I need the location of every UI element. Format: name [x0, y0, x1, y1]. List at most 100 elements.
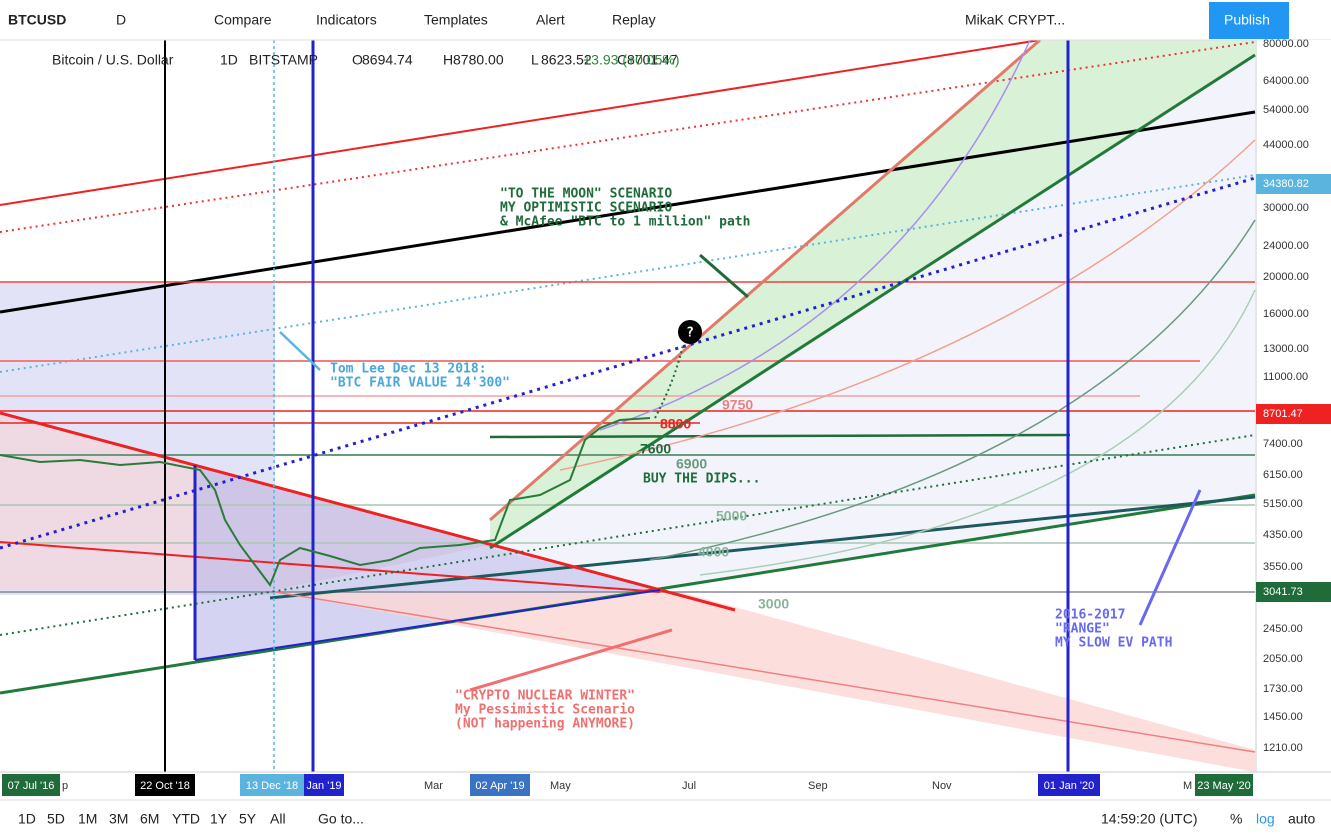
curve — [599, 39, 1031, 431]
trend-line — [0, 110, 1256, 314]
log-toggle[interactable]: log — [1256, 811, 1275, 827]
annotation: MY OPTIMISTIC SCENARIO — [500, 201, 672, 216]
level-label: 9750 — [722, 397, 753, 413]
price-label: 1210.00 — [1263, 742, 1303, 754]
date-badge — [304, 774, 344, 796]
projection — [654, 344, 684, 419]
annotation: ? — [686, 326, 694, 341]
price-label: 13000.00 — [1263, 343, 1309, 355]
level-label: 7600 — [640, 441, 671, 457]
level-label: 3000 — [758, 596, 789, 612]
price-label: 11000.00 — [1263, 371, 1308, 383]
legend-interval: 1D — [220, 52, 238, 68]
price-label: 24000.00 — [1263, 240, 1309, 252]
toolbar-button[interactable]: Alert — [536, 12, 565, 28]
toolbar — [0, 0, 1331, 40]
price-axis-labels: 80000.00 64000.00 54000.00 44000.00 30000.00… — [1256, 38, 1331, 754]
winter-fan — [275, 592, 1255, 772]
toolbar-button[interactable]: Compare — [214, 12, 272, 28]
level-label: 6900 — [676, 456, 707, 472]
arrow — [469, 628, 673, 692]
toolbar-button[interactable]: Indicators — [316, 12, 377, 28]
price-badge-label: 8701.47 — [1263, 408, 1303, 420]
clock: 14:59:20 (UTC) — [1101, 811, 1197, 827]
price-label: 7400.00 — [1263, 438, 1303, 450]
ohlc-value: 8623.52 — [541, 52, 592, 68]
annotation: "BTC FAIR VALUE 14'300" — [330, 376, 510, 391]
range-button[interactable]: 1D — [18, 811, 36, 827]
range-button[interactable]: All — [270, 811, 286, 827]
date-badge — [135, 774, 195, 796]
range-button[interactable]: 1M — [78, 811, 97, 827]
ohlc-value: 8780.00 — [453, 52, 504, 68]
price-badge-label: 34380.82 — [1263, 178, 1309, 190]
triangle-edge — [194, 589, 661, 661]
ohlc-key: O — [352, 52, 363, 68]
trend-line — [0, 541, 661, 593]
price-label: 2050.00 — [1263, 653, 1303, 665]
price-label: 54000.00 — [1263, 104, 1309, 116]
interval[interactable]: D — [116, 12, 126, 28]
symbol[interactable]: BTCUSD — [8, 12, 66, 28]
legend-exchange: BITSTAMP — [249, 52, 318, 68]
price-label: 6150.00 — [1263, 469, 1303, 481]
ohlc-key: L — [531, 52, 539, 68]
publish-label[interactable]: Publish — [1224, 12, 1270, 28]
bottom-bar: 1D 5D 1M 3M 6M YTD 1Y 5Y All Go to... 14:59:20 (UT… — [18, 811, 1315, 827]
toolbar-button[interactable]: Replay — [612, 12, 656, 28]
price-label: 3550.00 — [1263, 561, 1303, 573]
percent-toggle[interactable]: % — [1230, 811, 1242, 827]
trend-line — [0, 41, 1256, 233]
range-button[interactable]: 5D — [47, 811, 65, 827]
time-label: Jul — [682, 780, 696, 792]
range-button[interactable]: 5Y — [239, 811, 257, 827]
toolbar-button[interactable]: Templates — [424, 12, 488, 28]
time-label: M — [1183, 780, 1192, 792]
time-label: Nov — [932, 780, 952, 792]
price-label: 80000.00 — [1263, 38, 1309, 50]
price-label: 44000.00 — [1263, 139, 1309, 151]
layout-name[interactable]: MikaK CRYPT... — [965, 12, 1065, 28]
trend-line — [0, 434, 1256, 636]
annotation: My Pessimistic Scenario — [455, 703, 635, 718]
curve — [649, 219, 1256, 561]
range-button[interactable]: YTD — [172, 811, 200, 827]
price-badge — [1256, 174, 1331, 194]
price-badge — [1256, 404, 1331, 424]
trend-line — [0, 176, 1256, 550]
range-button[interactable]: 6M — [140, 811, 159, 827]
price-label: 5150.00 — [1263, 498, 1303, 510]
ohlc-value: 8701.47 — [627, 52, 678, 68]
date-badge — [2, 774, 60, 796]
date-badge-label: 07 Jul '16 — [8, 780, 55, 792]
arrow — [699, 253, 749, 299]
trend-line — [274, 591, 1256, 753]
annotation: & McAfee "BTC to 1 million" path — [500, 215, 750, 230]
price-label: 30000.00 — [1263, 202, 1309, 214]
auto-toggle[interactable]: auto — [1288, 811, 1315, 827]
goto-button[interactable]: Go to... — [318, 811, 364, 827]
date-badge-label: 13 Dec '18 — [246, 780, 298, 792]
arrow — [279, 331, 321, 371]
annotation: "TO THE MOON" SCENARIO — [500, 187, 672, 202]
publish-button[interactable] — [1209, 2, 1289, 39]
range-button[interactable]: 1Y — [210, 811, 228, 827]
trend-line — [269, 495, 1256, 600]
range-button[interactable]: 3M — [109, 811, 128, 827]
annotation: Tom Lee Dec 13 2018: — [330, 362, 487, 377]
level-label: 5000 — [716, 508, 747, 524]
trend-line — [489, 53, 1256, 550]
time-label: May — [550, 780, 571, 792]
annotation: BUY THE DIPS... — [643, 472, 760, 487]
level-labels: 9750 8800 7600 6900 5000 4000 3000 — [640, 397, 789, 612]
price-label: 2450.00 — [1263, 623, 1303, 635]
ohlc: O 8694.74 H 8780.00 L 8623.52 C 8701.47 — [352, 52, 678, 68]
annotation: MY SLOW EV PATH — [1055, 636, 1172, 651]
time-label: Mar — [424, 780, 443, 792]
slow-zone — [490, 55, 1255, 590]
date-badge — [470, 774, 530, 796]
level-label: 8800 — [660, 416, 691, 432]
